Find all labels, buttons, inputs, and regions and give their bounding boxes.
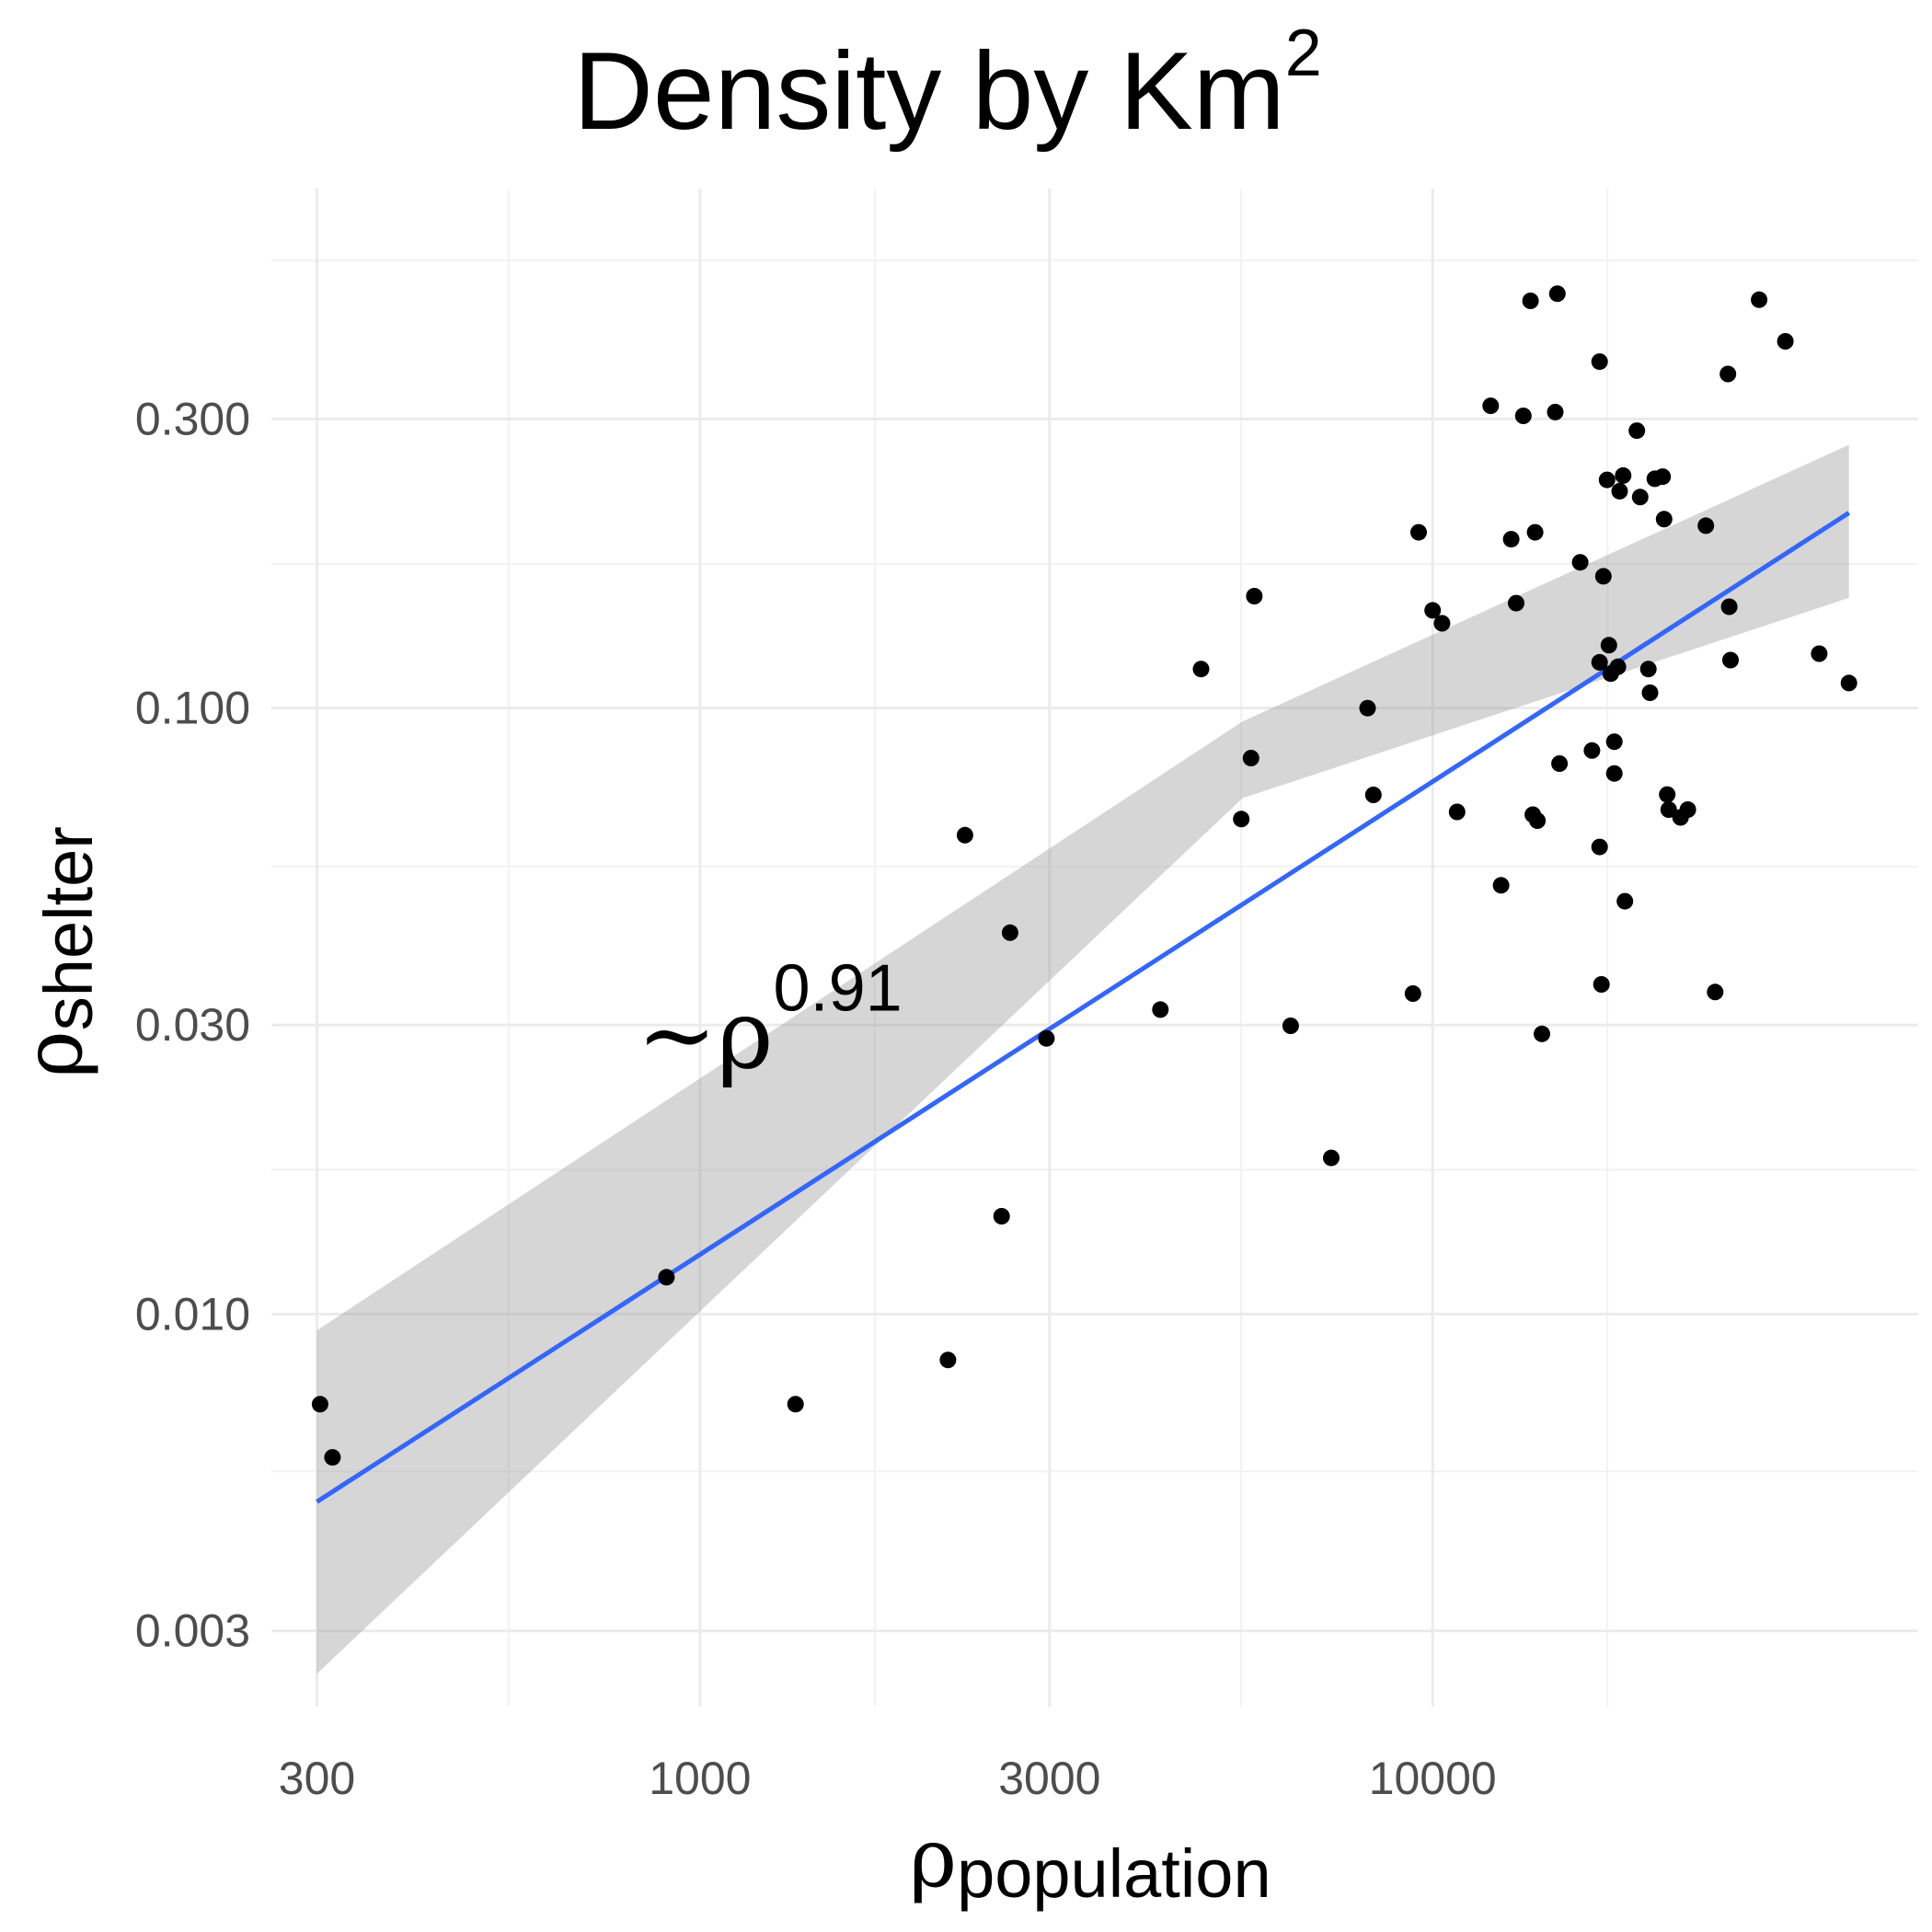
x-tick-label: 300 [279, 1753, 355, 1804]
data-point [1547, 403, 1564, 420]
data-point [1654, 468, 1672, 486]
data-point [1551, 755, 1569, 772]
data-point [1659, 786, 1676, 803]
confidence-band-area [316, 444, 1849, 1674]
data-point [1639, 661, 1657, 678]
y-tick-label: 0.010 [135, 1288, 250, 1340]
data-point [1593, 976, 1610, 993]
data-point [787, 1396, 804, 1413]
y-tick-label: 0.030 [135, 999, 250, 1051]
data-point [1502, 531, 1520, 548]
fit-line [316, 511, 1851, 1504]
data-point [1359, 699, 1376, 717]
data-point [658, 1269, 675, 1286]
chart-title: Density by Km2 [573, 17, 1322, 153]
data-point [1605, 733, 1623, 751]
data-point [1246, 588, 1263, 604]
data-point [1722, 651, 1739, 669]
data-point [324, 1449, 341, 1466]
data-point [1591, 838, 1608, 856]
data-point [1631, 489, 1649, 506]
data-point [1660, 801, 1677, 818]
data-point [1591, 653, 1608, 671]
data-point [1152, 1001, 1169, 1018]
data-point [1001, 924, 1018, 941]
data-point [1609, 658, 1627, 675]
grid [271, 189, 1918, 1707]
data-point [311, 1396, 328, 1413]
data-point [1594, 568, 1612, 585]
data-point [1655, 511, 1673, 528]
data-point [1615, 466, 1632, 484]
data-point [1192, 661, 1210, 678]
data-point [1719, 365, 1737, 383]
data-point [1242, 750, 1259, 766]
tick-labels: 300 1000 3000 10000 0.003 0.010 0.030 0.100 0.30… [135, 393, 1497, 1804]
data-point [1707, 983, 1724, 1001]
data-point [1534, 1025, 1550, 1042]
data-point [1605, 765, 1623, 782]
data-point [1323, 1149, 1340, 1167]
y-tick-label: 0.003 [135, 1605, 250, 1657]
data-point [1529, 812, 1547, 829]
data-point [1038, 1029, 1055, 1047]
data-point [1282, 1018, 1299, 1034]
x-axis-label: ρpopulation [909, 1811, 1271, 1912]
data-point [1492, 877, 1510, 894]
data-point [1433, 615, 1451, 632]
data-point [1611, 482, 1628, 500]
data-point [1840, 674, 1857, 692]
data-point [1404, 985, 1421, 1002]
x-tick-label: 3000 [998, 1753, 1100, 1804]
x-tick-label: 1000 [649, 1753, 751, 1804]
power-law-annotation: ~ρ0.91 [637, 952, 902, 1091]
data-point [1751, 291, 1768, 308]
data-point [1548, 285, 1566, 303]
data-point [1410, 523, 1427, 541]
data-point [1424, 602, 1442, 619]
y-tick-label: 0.300 [135, 393, 250, 444]
data-point [1482, 397, 1500, 415]
data-point [1679, 801, 1696, 818]
data-point [1777, 333, 1794, 350]
data-point [1720, 598, 1738, 615]
data-point [993, 1208, 1010, 1225]
data-point [1514, 408, 1532, 424]
data-point [1571, 554, 1589, 571]
data-point [1628, 422, 1646, 440]
fit-line-group [316, 511, 1851, 1504]
data-point [1233, 811, 1250, 828]
data-point [1526, 523, 1544, 541]
data-point [1641, 684, 1659, 701]
data-point [1364, 787, 1382, 803]
data-point [1811, 645, 1828, 662]
data-point [1508, 594, 1524, 612]
data-point [1522, 293, 1539, 309]
data-points [311, 285, 1857, 1466]
y-tick-label: 0.100 [135, 683, 250, 734]
confidence-band [316, 444, 1849, 1674]
data-point [1616, 892, 1634, 910]
data-point [956, 826, 973, 844]
data-point [1591, 353, 1608, 371]
data-point [939, 1351, 957, 1369]
x-tick-label: 10000 [1369, 1753, 1497, 1804]
data-point [1448, 803, 1466, 821]
data-point [1598, 471, 1616, 489]
data-point [1600, 637, 1617, 654]
data-point [1697, 517, 1715, 535]
y-axis-label: ρshelter [6, 826, 107, 1078]
data-point [1583, 742, 1601, 759]
